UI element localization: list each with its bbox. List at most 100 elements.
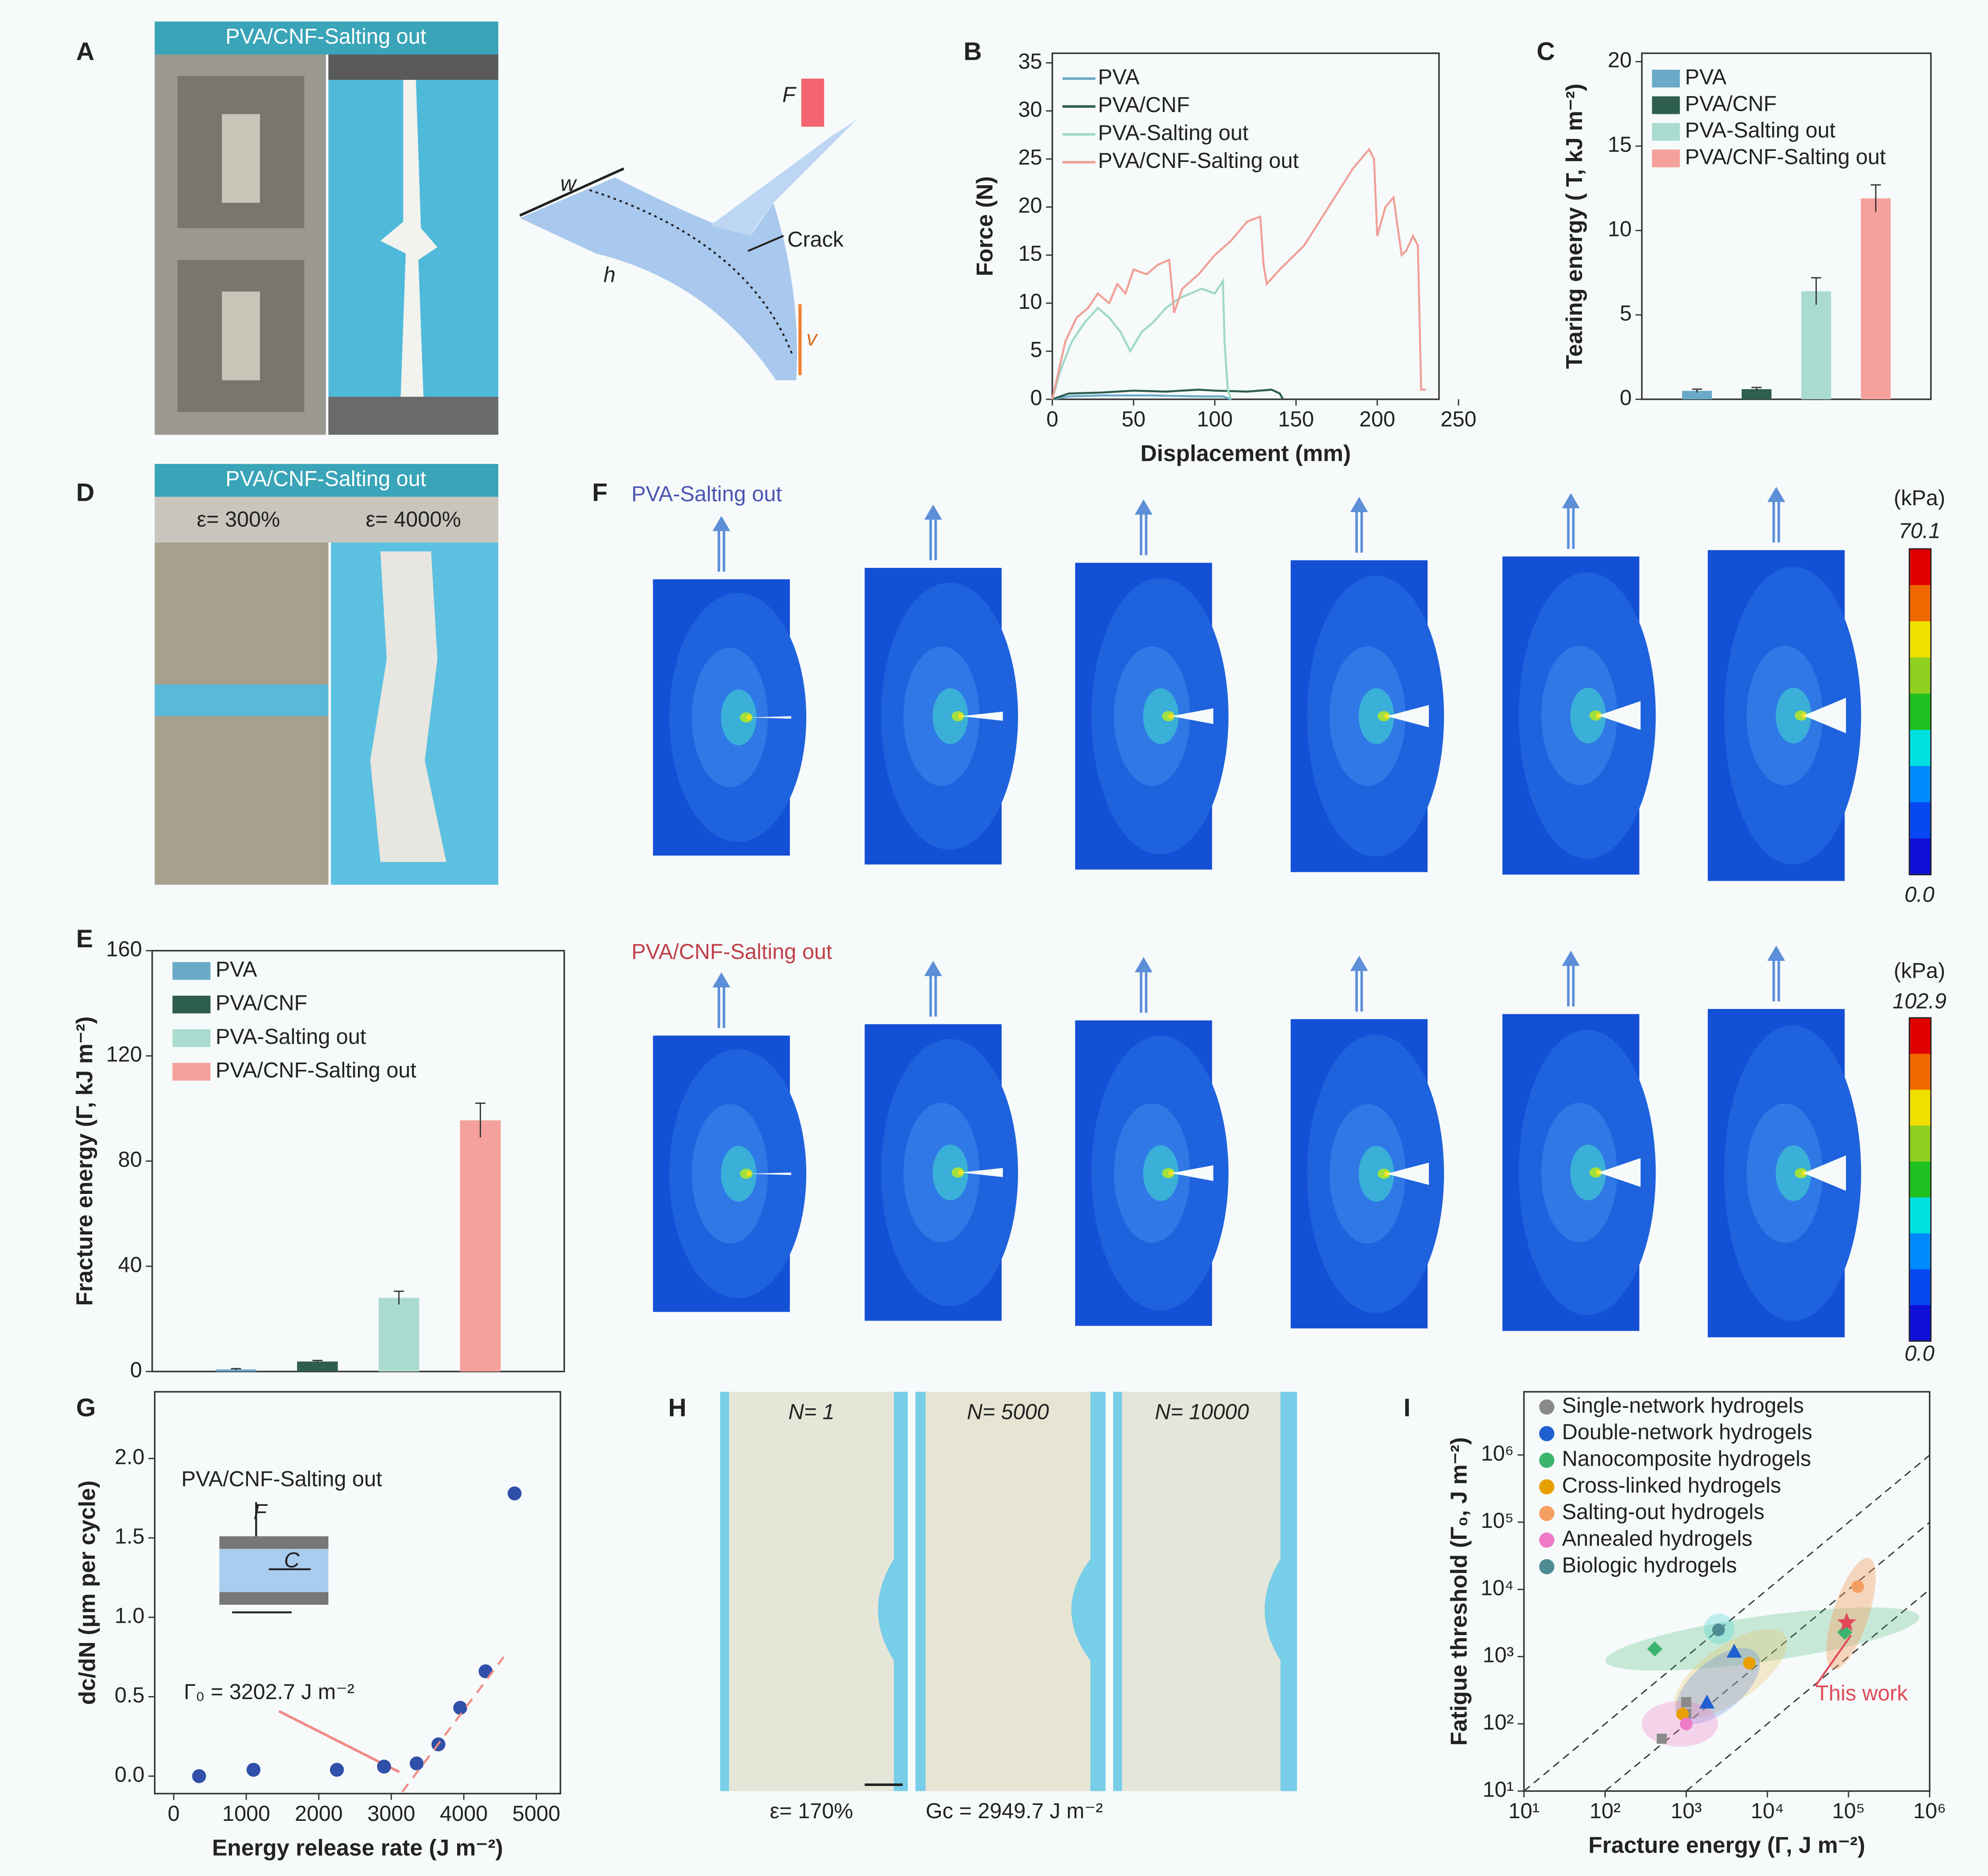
- pull-arrow: [1767, 946, 1785, 961]
- annotation: F: [254, 1500, 268, 1524]
- point: [1726, 1643, 1742, 1658]
- sim-field: [721, 1146, 757, 1202]
- sim-field: [1589, 710, 1602, 721]
- plot-frame: [1641, 52, 1932, 400]
- region: [1676, 1648, 1760, 1724]
- point: [1699, 1694, 1715, 1709]
- line-series: [1052, 388, 1284, 401]
- sim-field: [958, 713, 963, 719]
- legend-label: PVA-Salting out: [1685, 119, 1836, 143]
- x-tick-label: 250: [1440, 408, 1476, 431]
- colorbar-unit: (kPa): [1894, 959, 1945, 983]
- legend-label: PVA/CNF: [215, 991, 307, 1015]
- colorbar-band: [1909, 838, 1931, 875]
- crack: [1598, 1158, 1641, 1187]
- sim-field: [1775, 687, 1811, 743]
- x-tick-label: 1000: [222, 1802, 271, 1826]
- legend-label: PVA/CNF-Salting out: [1685, 145, 1886, 169]
- sim-field: [1570, 687, 1606, 743]
- bar: [1682, 390, 1712, 399]
- sample: [1122, 1392, 1281, 1791]
- pull-arrow: [1767, 487, 1785, 502]
- crack: [748, 1172, 791, 1175]
- row-title: PVA-Salting out: [631, 482, 782, 506]
- x-tick-label: 4000: [440, 1802, 488, 1826]
- sim-field: [1162, 1168, 1175, 1178]
- bar: [1860, 198, 1891, 399]
- colorbar-frame: [1909, 1017, 1932, 1342]
- point: [478, 1664, 493, 1678]
- legend-label: Cross-linked hydrogels: [1562, 1474, 1781, 1497]
- pull-arrow: [1350, 956, 1368, 971]
- y-axis-label: Fracture energy (Γ, kJ m⁻²): [71, 1017, 97, 1306]
- x-axis-label: Displacement (mm): [1140, 440, 1351, 466]
- y-tick-label: 10³: [1483, 1643, 1514, 1667]
- legend-label: PVA/CNF-Salting out: [215, 1058, 416, 1082]
- y-tick-label: 80: [118, 1148, 142, 1172]
- sim-field: [1384, 1171, 1389, 1177]
- colorbar-frame: [1909, 548, 1932, 875]
- legend-swatch: [172, 1062, 211, 1081]
- force-icon: [801, 79, 824, 127]
- region: [1674, 1629, 1787, 1718]
- legend-label: Salting-out hydrogels: [1562, 1500, 1765, 1524]
- pull-arrow: [1135, 499, 1153, 515]
- point: [410, 1756, 424, 1771]
- caption: ε= 4000%: [366, 508, 461, 532]
- y-tick-label: 40: [118, 1253, 142, 1277]
- legend-label: Single-network hydrogels: [1562, 1394, 1804, 1418]
- x-tick-label: 10³: [1671, 1799, 1702, 1823]
- bar: [460, 1120, 501, 1372]
- y-tick-label: 0: [130, 1358, 142, 1382]
- annotation: Crack: [787, 228, 844, 251]
- y-tick-label: 10: [1018, 290, 1042, 314]
- x-tick-label: 10²: [1590, 1799, 1621, 1823]
- legend-label: Double-network hydrogels: [1562, 1420, 1812, 1444]
- caption: N= 10000: [1155, 1400, 1249, 1424]
- point: [377, 1760, 391, 1774]
- colorbar-band: [1909, 1126, 1931, 1163]
- x-tick-label: 2000: [295, 1802, 343, 1826]
- colorbar-band: [1909, 730, 1931, 767]
- y-tick-label: 10¹: [1483, 1778, 1514, 1801]
- legend-swatch: [172, 1029, 211, 1047]
- y-tick-label: 15: [1608, 133, 1631, 157]
- legend-swatch: [1652, 123, 1680, 141]
- sim-field: [1589, 1167, 1602, 1178]
- sim-field: [1384, 713, 1389, 719]
- point: [507, 1486, 522, 1501]
- legend-label: PVA-Salting out: [215, 1025, 366, 1049]
- bar: [297, 1361, 338, 1372]
- legend-label: Biologic hydrogels: [1562, 1553, 1737, 1577]
- plot-frame: [1051, 52, 1440, 400]
- y-tick-label: 30: [1018, 98, 1042, 121]
- legend-label: Nanocomposite hydrogels: [1562, 1447, 1811, 1471]
- legend-swatch: [1539, 1559, 1555, 1575]
- pointer: [748, 235, 784, 252]
- bar: [215, 1369, 256, 1372]
- y-tick-label: 10⁵: [1481, 1509, 1514, 1533]
- guide-line: [1686, 1589, 1930, 1792]
- legend-swatch: [172, 962, 211, 980]
- inset-grip: [219, 1536, 329, 1549]
- legend-label: PVA/CNF-Salting out: [1098, 149, 1299, 173]
- sim-field: [1358, 1146, 1394, 1202]
- highlight-label: This work: [1815, 1681, 1908, 1705]
- colorbar-band: [1909, 1305, 1931, 1342]
- y-axis-label: Force (N): [972, 176, 997, 276]
- sim-field: [1358, 688, 1394, 744]
- pull-arrow: [1562, 493, 1580, 509]
- y-tick-label: 35: [1018, 49, 1042, 73]
- point: [1743, 1657, 1756, 1670]
- point: [1681, 1697, 1691, 1707]
- legend-swatch: [1652, 96, 1680, 114]
- pull-arrow: [1350, 497, 1368, 512]
- y-tick-label: 10: [1608, 217, 1631, 241]
- y-tick-label: 10⁴: [1481, 1576, 1514, 1600]
- annotation: w: [560, 172, 577, 195]
- colorbar-band: [1909, 621, 1931, 658]
- inset-grip: [219, 1592, 329, 1605]
- legend-swatch: [1652, 70, 1680, 88]
- panel-label: I: [1403, 1394, 1410, 1422]
- legend-swatch: [1539, 1506, 1555, 1521]
